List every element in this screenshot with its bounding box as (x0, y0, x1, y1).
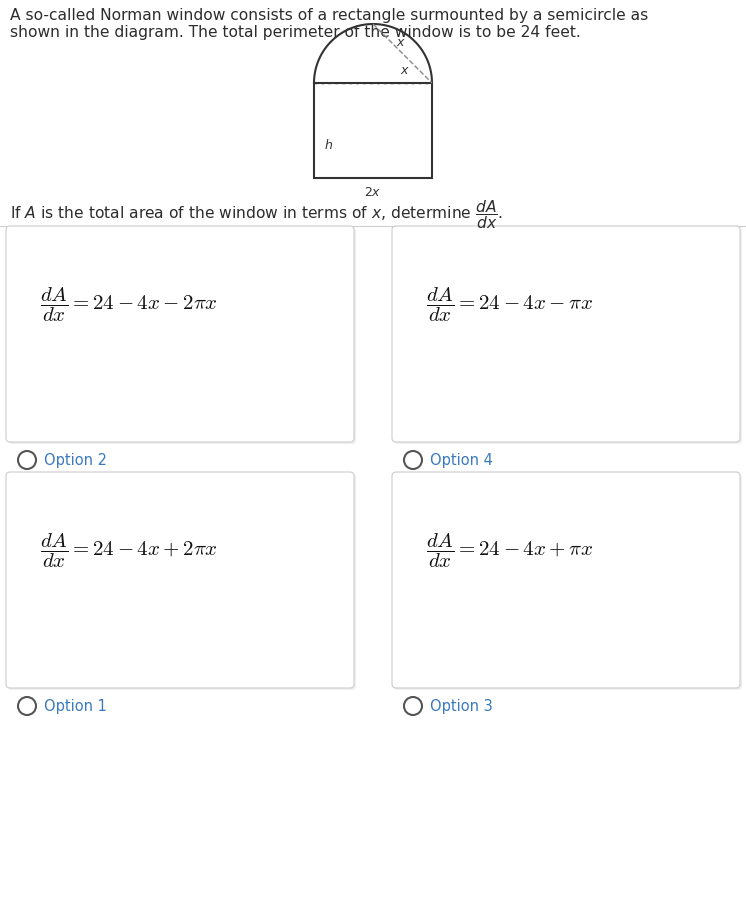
FancyBboxPatch shape (392, 226, 740, 442)
Text: If $A$ is the total area of the window in terms of $x$, determine $\dfrac{dA}{dx: If $A$ is the total area of the window i… (10, 198, 503, 231)
Text: $\dfrac{dA}{dx} = 24 - 4x - 2\pi x$: $\dfrac{dA}{dx} = 24 - 4x - 2\pi x$ (40, 285, 218, 323)
FancyBboxPatch shape (394, 228, 742, 444)
FancyBboxPatch shape (394, 474, 742, 690)
Text: Option 1: Option 1 (44, 698, 107, 714)
Text: $\dfrac{dA}{dx} = 24 - 4x - \pi x$: $\dfrac{dA}{dx} = 24 - 4x - \pi x$ (426, 285, 594, 323)
Text: Option 4: Option 4 (430, 452, 493, 468)
FancyBboxPatch shape (6, 472, 354, 688)
Text: shown in the diagram. The total perimeter of the window is to be 24 feet.: shown in the diagram. The total perimete… (10, 25, 580, 40)
Text: $x$: $x$ (400, 64, 410, 77)
Text: $h$: $h$ (324, 138, 333, 152)
Bar (314, 83, 432, 178)
FancyBboxPatch shape (8, 228, 356, 444)
FancyBboxPatch shape (8, 474, 356, 690)
Text: A so-called Norman window consists of a rectangle surmounted by a semicircle as: A so-called Norman window consists of a … (10, 8, 648, 23)
Text: $2x$: $2x$ (364, 186, 382, 199)
Text: Option 3: Option 3 (430, 698, 493, 714)
Text: $\dfrac{dA}{dx} = 24 - 4x + \pi x$: $\dfrac{dA}{dx} = 24 - 4x + \pi x$ (426, 531, 594, 569)
Text: $x$: $x$ (395, 36, 405, 50)
Text: $\dfrac{dA}{dx} = 24 - 4x + 2\pi x$: $\dfrac{dA}{dx} = 24 - 4x + 2\pi x$ (40, 531, 218, 569)
FancyBboxPatch shape (6, 226, 354, 442)
Text: Option 2: Option 2 (44, 452, 107, 468)
FancyBboxPatch shape (392, 472, 740, 688)
